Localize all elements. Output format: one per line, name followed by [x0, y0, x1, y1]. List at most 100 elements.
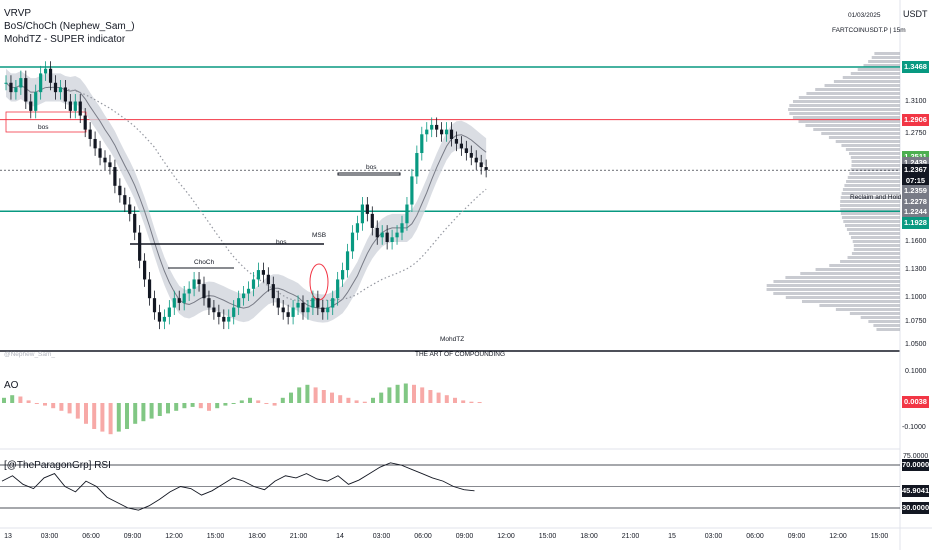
candle-body: [207, 298, 211, 308]
candle-body: [68, 101, 72, 111]
legend-vrvp[interactable]: VRVP: [4, 8, 32, 19]
ao-bar: [141, 403, 146, 422]
volume-bar: [773, 280, 900, 283]
candle-body: [24, 78, 28, 102]
msb-label: MSB: [312, 232, 327, 239]
ao-bar: [395, 384, 400, 403]
ao-bar: [207, 403, 211, 411]
time-tick: 18:00: [248, 533, 266, 540]
price-tag: 1.3468: [902, 61, 929, 74]
price-tick: 1.1600: [905, 237, 927, 245]
volume-bar: [846, 180, 900, 183]
band-midline: [5, 82, 487, 310]
volume-bar: [849, 312, 900, 315]
candle-body: [29, 101, 33, 111]
volume-bar: [857, 68, 900, 71]
ao-bar: [379, 392, 384, 403]
candle-body: [93, 138, 97, 149]
volume-bar: [842, 76, 900, 79]
volume-bar: [863, 64, 900, 67]
time-tick: 12:00: [497, 533, 515, 540]
candle-body: [385, 232, 389, 242]
candle-body: [73, 101, 77, 111]
ao-bar: [272, 403, 277, 406]
time-tick: 14: [336, 533, 344, 540]
ao-bar: [125, 403, 129, 429]
candle-body: [415, 153, 419, 177]
header-date: 01/03/2025: [848, 12, 881, 19]
ao-title[interactable]: AO: [4, 380, 19, 391]
candle-body: [63, 87, 67, 102]
candle-body: [464, 148, 468, 154]
candle-body: [316, 298, 320, 308]
price-tag: 1.1928: [902, 216, 929, 229]
ao-bar: [321, 390, 326, 403]
volume-bar: [845, 148, 900, 151]
candle-body: [350, 232, 355, 252]
candlesticks: [4, 61, 488, 330]
candle-body: [444, 129, 449, 135]
rsi-tick-top: 75.0000: [903, 453, 929, 460]
candle-body: [375, 227, 379, 238]
time-tick: 06:00: [746, 533, 764, 540]
candle-body: [113, 167, 117, 186]
ao-bar: [248, 397, 252, 403]
candle-body: [39, 73, 43, 93]
candle-body: [192, 279, 196, 289]
ao-bar: [354, 400, 359, 403]
candle-body: [420, 134, 424, 154]
volume-bar: [828, 136, 900, 139]
price-tag: 1.2278: [902, 195, 929, 208]
bos-label-3: bos: [276, 239, 287, 246]
legend-bos-choch[interactable]: BoS/ChoCh (Nephew_Sam_): [4, 21, 135, 32]
rsi-title[interactable]: [@TheParagonGrp] RSI: [4, 460, 111, 471]
candle-body: [138, 232, 142, 261]
time-tick: 03:00: [372, 533, 391, 540]
price-tick: 1.2750: [905, 130, 927, 138]
ao-bar: [362, 401, 367, 403]
ao-bar: [428, 390, 433, 403]
candle-body: [454, 138, 459, 144]
volume-bar: [847, 176, 900, 179]
volume-bar: [860, 316, 900, 319]
horizontal-levels[interactable]: [0, 66, 900, 213]
price-tick: 1.3100: [905, 97, 927, 105]
ao-bar: [84, 403, 88, 424]
volume-bar: [851, 164, 900, 167]
ao-histogram: [2, 383, 482, 435]
ao-bar: [133, 403, 138, 424]
volume-bar: [873, 324, 900, 327]
candle-body: [251, 279, 256, 289]
candle-body: [395, 232, 399, 238]
candle-body: [237, 298, 241, 308]
candle-body: [321, 307, 325, 313]
candle-body: [266, 274, 270, 285]
volume-bar: [840, 208, 900, 211]
candle-body: [177, 298, 181, 303]
ao-bar: [182, 403, 187, 409]
candle-body: [355, 223, 360, 233]
ao-bar: [166, 403, 170, 414]
choch-label: ChoCh: [194, 259, 215, 266]
band-fill: [6, 68, 487, 323]
volume-bar: [851, 160, 900, 163]
bos-label-2: bos: [366, 164, 377, 171]
candle-body: [365, 204, 369, 214]
volume-bar: [843, 220, 900, 223]
candle-body: [172, 298, 176, 308]
volume-bar: [792, 116, 900, 119]
ao-bar: [280, 397, 285, 403]
volume-bar: [785, 296, 900, 299]
candle-body: [19, 78, 23, 88]
ao-value-tag: 0.0038: [902, 396, 929, 408]
ao-bar: [100, 403, 105, 432]
ao-bar: [264, 403, 269, 404]
ao-tick-bottom: -0.1000: [902, 424, 926, 431]
currency-label[interactable]: USDT: [903, 9, 928, 19]
legend-mohdtz[interactable]: MohdTZ - SUPER indicator: [4, 34, 126, 45]
time-tick: 06:00: [414, 533, 432, 540]
ao-bar: [59, 403, 64, 411]
ao-bar: [75, 403, 80, 419]
volume-bar: [835, 140, 900, 143]
